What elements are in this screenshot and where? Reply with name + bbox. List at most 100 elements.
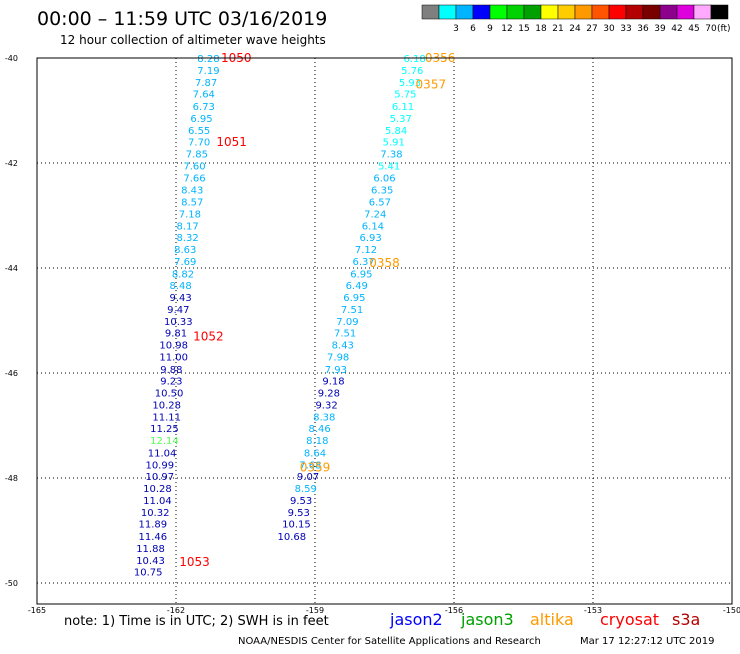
wave-height-value: 7.09 [336,317,358,328]
wave-height-value: 10.28 [143,484,172,495]
color-scale-tick-label: 12 [501,24,512,34]
wave-height-value: 5.76 [401,66,423,77]
wave-height-value: 7.98 [327,353,349,364]
color-scale-swatch [710,4,729,20]
color-scale-swatch [608,4,627,20]
map-title: 00:00 – 11:59 UTC 03/16/2019 [37,8,327,30]
wave-height-value: 11.88 [136,544,165,555]
wave-height-value: 11.00 [159,353,188,364]
wave-height-value: 9.88 [160,365,182,376]
color-scale-swatch [676,4,695,20]
wave-height-value: 12.14 [150,436,179,447]
color-scale-swatch [523,4,542,20]
wave-height-value: 9.43 [170,293,192,304]
longitude-tick-label: -162 [167,606,185,615]
wave-height-value: 8.18 [306,436,328,447]
wave-height-value: 7.19 [197,66,219,77]
color-scale-tick-label: 9 [487,24,493,34]
wave-height-value: 11.04 [148,448,177,459]
pass-time-label: 1051 [216,135,247,149]
color-scale-tick-label: 3 [453,24,459,34]
longitude-tick-label: -150 [723,606,740,615]
pass-time-label: 1053 [179,555,210,569]
wave-height-value: 6.14 [362,221,384,232]
legend-satellite-jason3: jason3 [460,610,514,629]
wave-height-value: 7.12 [355,245,377,256]
wave-height-value: 10.98 [159,341,188,352]
wave-height-value: 5.41 [378,162,400,173]
wave-height-value: 9.47 [167,305,189,316]
color-scale-tick-label: 33 [620,24,631,34]
latitude-tick-label: -44 [5,264,18,273]
wave-height-value: 6.95 [343,293,365,304]
wave-height-value: 7.68 [299,460,321,471]
wave-height-value: 11.46 [139,532,168,543]
wave-height-value: 11.04 [143,496,172,507]
color-scale-swatch [557,4,576,20]
wave-height-value: 7.87 [195,78,217,89]
color-scale-tick-label: 15 [518,24,529,34]
wave-height-value: 11.11 [152,413,181,424]
wave-height-value: 8.63 [174,245,196,256]
latitude-tick-label: -48 [5,474,18,483]
wave-height-value: 5.91 [383,137,405,148]
color-scale-tick-label: 42 [671,24,682,34]
wave-height-value: 8.17 [176,221,198,232]
wave-height-value: 10.43 [136,556,165,567]
color-scale-tick-label: 6 [470,24,476,34]
wave-height-value: 5.84 [385,126,407,137]
longitude-tick-label: -165 [28,606,46,615]
wave-height-value: 6.49 [346,281,368,292]
color-scale-tick-label: 27 [586,24,597,34]
wave-height-value: 10.68 [278,532,307,543]
legend-satellite-cryosat: cryosat [600,610,659,629]
legend-satellite-altika: altika [530,610,574,629]
wave-height-value: 9.53 [290,496,312,507]
color-scale-swatch [506,4,525,20]
wave-height-value: 7.51 [334,329,356,340]
wave-height-value: 10.33 [164,317,193,328]
latitude-tick-label: -46 [5,369,18,378]
wave-height-value: 9.32 [315,401,337,412]
color-scale-swatch [659,4,678,20]
wave-height-value: 8.57 [181,197,203,208]
wave-height-value: 7.66 [183,174,205,185]
wave-height-value: 8.28 [197,54,219,65]
satellite-track: 6.185.765.935.756.115.375.845.91 7.385.41… [278,51,456,543]
wave-height-value: 6.37 [353,257,375,268]
wave-height-value: 8.43 [332,341,354,352]
color-scale-swatch [438,4,457,20]
wave-height-value: 5.75 [394,90,416,101]
wave-height-value: 10.75 [134,567,163,578]
color-scale-tick-label: 70 [705,24,717,34]
satellite-legend: jason2 jason3 altika cryosat s3a [389,610,700,629]
pass-time-label: 0357 [416,77,447,91]
wave-height-value: 8.59 [295,484,317,495]
color-scale-tick-label: 21 [552,24,563,34]
wave-height-value: 7.38 [380,150,402,161]
grid-lines [37,58,732,604]
wave-height-value: 7.93 [325,365,347,376]
wave-height-value: 11.25 [150,424,179,435]
pass-time-label: 1052 [193,329,224,343]
latitude-tick-label: -42 [5,159,18,168]
wave-height-value: 6.57 [369,197,391,208]
color-scale-swatch [455,4,474,20]
plot-frame [36,57,733,605]
color-scale-swatch [489,4,508,20]
color-scale-swatch [693,4,712,20]
wave-height-value: 8.46 [309,424,331,435]
pass-time-label: 0358 [369,256,400,270]
wave-height-value: 9.18 [322,376,344,387]
units-note: note: 1) Time is in UTC; 2) SWH is in fe… [64,614,329,629]
legend-satellite-s3a: s3a [672,610,700,629]
color-scale-bar: 3 6 9 12 15 18 21 24 27 30 33 36 39 42 45 70 [421,4,729,34]
wave-height-value: 9.28 [318,388,340,399]
wave-height-value: 5.93 [399,78,421,89]
color-scale-unit: (ft) [717,24,731,34]
color-scale-swatch [540,4,559,20]
satellite-track: 8.287.197.877.646.736.956.557.70 7.857.60… [134,51,252,578]
color-scale-tick-label: 18 [535,24,547,34]
longitude-tick-label: -156 [445,606,463,615]
